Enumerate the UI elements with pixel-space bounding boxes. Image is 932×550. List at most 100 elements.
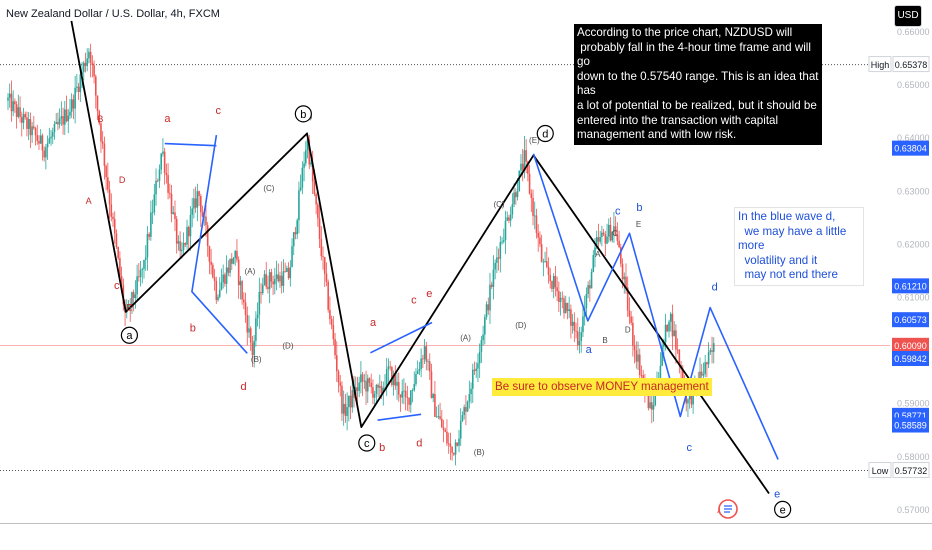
- candle-body: [150, 212, 152, 237]
- candle-body: [611, 231, 614, 241]
- candle-body: [22, 114, 25, 123]
- candle-body: [77, 86, 80, 92]
- candle-body: [614, 226, 617, 235]
- candle-body: [58, 118, 61, 125]
- candle-body: [568, 309, 570, 312]
- currency-button[interactable]: USD: [894, 5, 922, 27]
- candle-body: [189, 214, 192, 237]
- candle-body: [528, 173, 531, 194]
- candle-body: [487, 304, 490, 311]
- candle-body: [609, 224, 612, 241]
- candle-body: [138, 276, 140, 278]
- replay-icon[interactable]: [717, 499, 738, 519]
- candle-body: [547, 266, 550, 275]
- candle-body: [379, 386, 381, 388]
- price-badge-value: 0.61210: [894, 281, 927, 291]
- candle-body: [353, 390, 355, 399]
- candle-body: [361, 374, 364, 382]
- candle-body: [451, 446, 453, 453]
- wave-label: D: [119, 175, 126, 185]
- candle-body: [363, 380, 366, 382]
- candle-body: [420, 358, 422, 370]
- candle-body: [468, 394, 471, 402]
- candle-body: [100, 123, 102, 142]
- low-tag-box: [868, 462, 892, 479]
- candle-body: [62, 116, 64, 125]
- candle-body: [284, 271, 286, 273]
- candle-body: [687, 399, 689, 404]
- candle-body: [308, 139, 311, 165]
- wave-label: (C): [263, 184, 274, 193]
- candle-body: [373, 393, 376, 398]
- candle-body: [392, 374, 395, 385]
- candle-body: [327, 281, 329, 310]
- candle-body: [329, 309, 331, 320]
- candle-body: [144, 257, 147, 261]
- candle-body: [434, 394, 436, 417]
- candle-body: [17, 107, 20, 117]
- candle-body: [158, 169, 161, 181]
- candle-body: [139, 269, 142, 278]
- candle-body: [274, 278, 276, 285]
- candle-body: [206, 225, 209, 247]
- candle-body: [544, 261, 546, 262]
- price-axis[interactable]: 0.66000 0.65000 0.64000 0.63000 0.62000 0.610…: [868, 27, 930, 515]
- candle-body: [50, 136, 52, 139]
- candle-body: [57, 122, 59, 125]
- candle-body: [301, 167, 304, 188]
- candle-body: [712, 343, 715, 352]
- candle-body: [418, 369, 421, 372]
- candle-body: [702, 374, 705, 376]
- price-badge: 0.60573: [892, 312, 929, 328]
- candle-body: [620, 247, 622, 264]
- candle-body: [94, 76, 97, 96]
- candle-body: [485, 304, 488, 318]
- y-tick-label: 0.57000: [897, 505, 930, 515]
- candle-body: [86, 58, 88, 66]
- candle-body: [298, 190, 300, 221]
- candle-body: [590, 271, 593, 289]
- candle-body: [480, 340, 483, 352]
- candle-body: [12, 101, 14, 112]
- y-tick-label: 0.58000: [897, 452, 930, 462]
- candle-body: [218, 289, 221, 297]
- candle-body: [82, 62, 85, 72]
- candle-body: [244, 302, 247, 315]
- candle-body: [499, 242, 502, 259]
- candle-body: [334, 339, 336, 356]
- wave-circle-text: d: [542, 128, 548, 140]
- candle-body: [313, 181, 316, 195]
- candle-body: [508, 217, 510, 221]
- candle-body: [597, 237, 600, 242]
- candle-body: [396, 381, 398, 386]
- candle-body: [545, 261, 548, 267]
- candle-body: [532, 198, 534, 216]
- candle-body: [458, 438, 460, 446]
- candle-body: [296, 220, 298, 235]
- candle-body: [19, 107, 21, 118]
- candle-body: [88, 51, 90, 59]
- price-badge-box: [892, 337, 929, 353]
- high-tag-label: High: [871, 60, 890, 70]
- candle-body: [618, 240, 620, 248]
- candle-body: [711, 350, 713, 352]
- candle-body: [430, 371, 433, 399]
- candle-body: [525, 150, 527, 162]
- candle-body: [454, 442, 457, 455]
- candle-body: [177, 241, 180, 244]
- candle-body: [391, 367, 393, 385]
- wave-label: a: [586, 344, 593, 356]
- candle-body: [134, 294, 137, 299]
- candle-body: [404, 390, 407, 398]
- wave-d-note: In the blue wave d, we may have a little…: [734, 207, 864, 286]
- candle-body: [24, 114, 27, 118]
- candle-body: [356, 387, 359, 391]
- candle-body: [527, 161, 529, 174]
- candle-body: [175, 218, 178, 244]
- wave-label: (B): [251, 355, 262, 364]
- candle-body: [473, 369, 476, 371]
- candle-body: [552, 275, 555, 289]
- candle-body: [470, 388, 472, 395]
- candle-body: [112, 216, 114, 220]
